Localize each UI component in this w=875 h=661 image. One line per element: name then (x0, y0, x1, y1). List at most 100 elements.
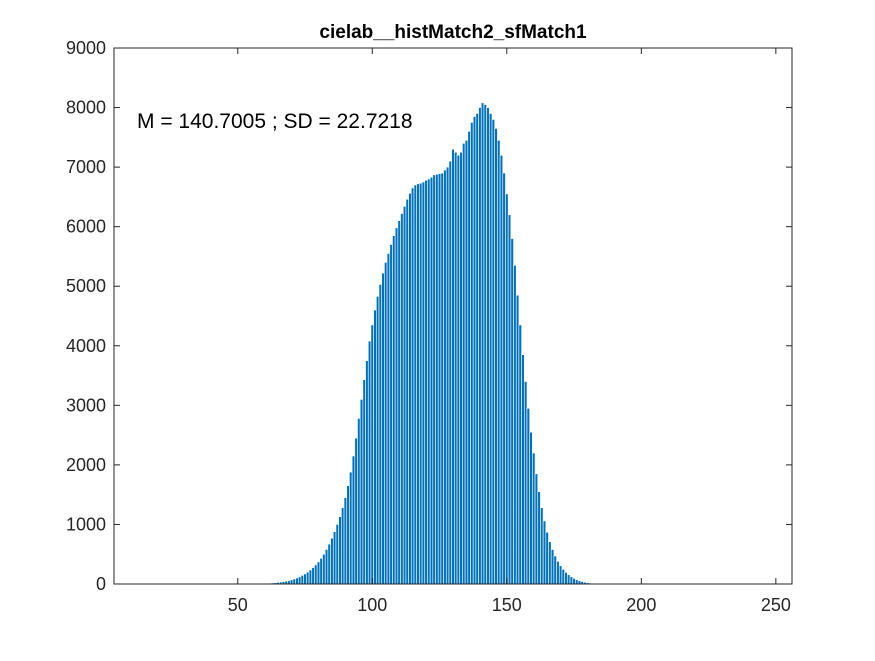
histogram-bar (489, 114, 492, 584)
histogram-bar (366, 361, 369, 584)
histogram-bar (422, 182, 425, 584)
y-tick-label: 2000 (66, 455, 106, 475)
histogram-bar (479, 108, 482, 584)
histogram-bar (301, 575, 304, 584)
histogram-bar (355, 438, 358, 584)
histogram-bar (288, 581, 291, 584)
histogram-bar (457, 155, 460, 584)
y-tick-label: 6000 (66, 217, 106, 237)
histogram-bar (527, 408, 530, 584)
histogram-bar (341, 508, 344, 584)
histogram-bar (505, 194, 508, 584)
histogram-bar (557, 561, 560, 584)
histogram-bar (293, 579, 296, 584)
histogram-bar (508, 215, 511, 584)
histogram-bar (511, 239, 514, 584)
histogram-bar (371, 325, 374, 584)
histogram-bar (401, 214, 404, 584)
histogram-bar (538, 492, 541, 584)
x-tick-label: 50 (228, 595, 248, 615)
histogram-bar (540, 508, 543, 584)
histogram-bar (409, 193, 412, 584)
histogram-bar (460, 152, 463, 584)
histogram-bar (468, 131, 471, 584)
histogram-bar (452, 149, 455, 584)
histogram-bar (473, 116, 476, 584)
histogram-bar (398, 221, 401, 584)
histogram-bar (357, 418, 360, 584)
y-tick-label: 8000 (66, 98, 106, 118)
histogram-bar (433, 175, 436, 584)
histogram-bar (390, 245, 393, 584)
histogram-bar (419, 183, 422, 584)
stats-annotation: M = 140.7005 ; SD = 22.7218 (137, 110, 413, 133)
histogram-bar (395, 228, 398, 584)
histogram-bar (414, 185, 417, 584)
histogram-bar (430, 177, 433, 584)
histogram-bar (546, 532, 549, 584)
histogram-bar (349, 472, 352, 584)
x-tick-label: 200 (626, 595, 656, 615)
histogram-bar (392, 236, 395, 584)
histogram-bar (331, 538, 334, 584)
histogram-bar (524, 382, 527, 584)
histogram-bar (559, 566, 562, 584)
histogram-bar (406, 199, 409, 584)
histogram-bar (551, 549, 554, 584)
x-tick-label: 250 (761, 595, 791, 615)
histogram-bar (314, 565, 317, 584)
histogram-bar (344, 498, 347, 584)
histogram-bar (333, 532, 336, 584)
histogram-bar (325, 549, 328, 584)
histogram-bar (484, 105, 487, 584)
histogram-bar (309, 570, 312, 584)
histogram-bar (497, 140, 500, 584)
y-tick-label: 1000 (66, 514, 106, 534)
histogram-bar (549, 542, 552, 584)
histogram-bar (514, 265, 517, 584)
histogram-bar (374, 310, 377, 584)
histogram-bar (379, 284, 382, 584)
y-tick-label: 0 (96, 574, 106, 594)
histogram-bar (312, 568, 315, 584)
histogram-bar (476, 114, 479, 584)
histogram-bar (438, 174, 441, 584)
histogram-bar (290, 580, 293, 584)
y-tick-label: 7000 (66, 157, 106, 177)
histogram-bar (492, 119, 495, 584)
histogram-bar (487, 108, 490, 584)
histogram-bar (535, 474, 538, 584)
histogram-bar (306, 572, 309, 584)
histogram-bar (573, 578, 576, 584)
histogram-bar (454, 152, 457, 584)
histogram-bar (320, 558, 323, 584)
histogram-bar (532, 453, 535, 584)
histogram-bar (363, 380, 366, 584)
histogram-bar (427, 179, 430, 584)
histogram-bar (562, 569, 565, 584)
histogram-bar (516, 295, 519, 584)
histogram-bar (368, 341, 371, 584)
histogram-bar (384, 262, 387, 584)
x-tick-label: 150 (492, 595, 522, 615)
histogram-bar (417, 184, 420, 584)
histogram-bar (436, 174, 439, 584)
histogram-bar (382, 273, 385, 584)
histogram-bar (328, 544, 331, 584)
histogram-bar (554, 556, 557, 584)
histogram-bar (565, 572, 568, 584)
histogram-bar (567, 575, 570, 584)
bars-group (263, 103, 629, 584)
histogram-bar (449, 161, 452, 584)
histogram-bar (411, 188, 414, 584)
histogram-bar (446, 167, 449, 584)
histogram-bar (522, 355, 525, 584)
histogram-bar (347, 486, 350, 584)
histogram-bar (495, 128, 498, 584)
histogram-bar (304, 574, 307, 584)
histogram-bar (470, 122, 473, 584)
histogram-bar (465, 140, 468, 584)
histogram-bar (317, 562, 320, 584)
y-tick-label: 4000 (66, 336, 106, 356)
